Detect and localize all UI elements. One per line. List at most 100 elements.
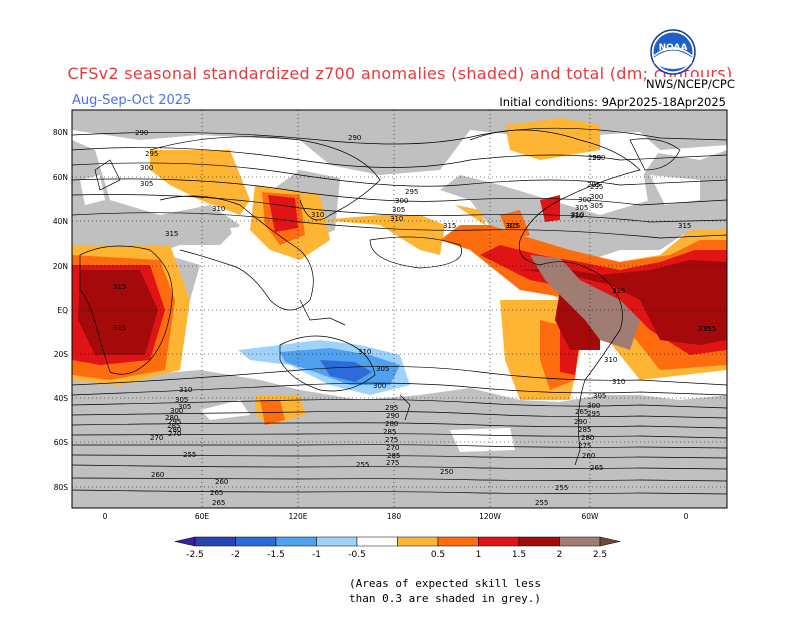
contour-label: 305 (140, 180, 153, 188)
contour-label: 315 (505, 222, 518, 230)
contour-label: 270 (386, 444, 399, 452)
skill-note-line: (Areas of expected skill less (349, 577, 542, 590)
contour-label: 290 (135, 129, 148, 137)
contour-label: 300 (587, 402, 600, 410)
colorbar-swatch (559, 536, 601, 547)
contour-label: 275 (386, 459, 399, 467)
contour-label: 255 (535, 499, 548, 507)
contour-label: 310 (358, 348, 371, 356)
skill-note: (Areas of expected skill less than 0.3 a… (349, 576, 541, 606)
colorbar-tick-label: -0.5 (348, 550, 366, 560)
contour-label: 310 (571, 211, 584, 219)
contour-labels: 290 290 295 300 305 310 315 315 290 295 … (113, 129, 716, 507)
contour-label: 250 (440, 468, 453, 476)
contour-label: 315 (507, 222, 520, 230)
colorbar-tick-label: 2 (557, 550, 563, 560)
contour-label: 285 (383, 428, 396, 436)
colorbar-arrow-right (599, 536, 621, 547)
lon-label: 120W (479, 512, 501, 521)
contour-label: 300 (395, 197, 408, 205)
contour-label: 290 (588, 154, 601, 162)
contour-label: 260 (582, 452, 595, 460)
contour-label: 290 (386, 412, 399, 420)
height-contours (72, 127, 727, 495)
colorbar-swatch (356, 536, 398, 547)
contour-label: 295 (587, 181, 600, 189)
contour-label: 260 (151, 471, 164, 479)
lat-label: 80S (54, 483, 69, 492)
contour-label: 265 (210, 489, 223, 497)
lat-label: 80N (53, 128, 68, 137)
colorbar-tick-label: 0.5 (431, 550, 445, 560)
map-frame (71, 109, 728, 509)
colorbar-swatch (235, 536, 277, 547)
contour-label: 305 (392, 206, 405, 214)
lon-label: 60W (582, 512, 600, 521)
contour-label: 300 (373, 382, 386, 390)
colorbar-tick-label: 1.5 (512, 550, 526, 560)
forecast-period: Aug-Sep-Oct 2025 (72, 93, 192, 108)
colorbar-swatch (316, 536, 358, 547)
anomaly-2 (78, 260, 727, 355)
contour-label: 280 (385, 420, 398, 428)
lat-label: 40N (53, 217, 68, 226)
contour-label: 305 (376, 365, 389, 373)
contour-label: 305 (175, 396, 188, 404)
contour-label: 305 (575, 204, 588, 212)
contour-label: 315 (703, 325, 716, 333)
colorbar-tick-label: 2.5 (593, 550, 607, 560)
contour-label: 265 (212, 499, 225, 507)
contour-label: 255 (183, 451, 196, 459)
contour-label: 310 (612, 378, 625, 386)
lon-label: 0 (684, 512, 689, 521)
contour-label: 300 (170, 407, 183, 415)
latitude-labels: 80N 60N 40N 20N EQ 20S 40S 60S 80S (53, 128, 68, 492)
contour-label: 295 (385, 404, 398, 412)
contour-label: 315 (698, 325, 711, 333)
longitude-labels: 0 60E 120E 180 120W 60W 0 (103, 512, 689, 521)
logo-text: NOAA (659, 43, 688, 53)
contour-label: 310 (604, 356, 617, 364)
skill-white-patches (80, 132, 700, 452)
contour-label: 315 (113, 283, 126, 291)
contour-label: 300 (590, 193, 603, 201)
contour-label: 310 (179, 386, 192, 394)
contour-label: 310 (212, 205, 225, 213)
contour-label: 285 (167, 422, 180, 430)
contour-label: 295 (587, 410, 600, 418)
contour-label: 295 (405, 188, 418, 196)
contour-label: 285 (387, 452, 400, 460)
contour-label: 290 (348, 134, 361, 142)
colorbar-tick-label: -2 (231, 550, 240, 560)
contour-label: 275 (578, 442, 591, 450)
lon-label: 180 (387, 512, 402, 521)
colorbar-swatch (397, 536, 439, 547)
contour-label: 280 (165, 414, 178, 422)
colorbar-tick-label: 1 (476, 550, 482, 560)
contour-label: 265 (590, 464, 603, 472)
contour-label: 295 (590, 183, 603, 191)
contour-label: 295 (168, 418, 181, 426)
contour-label: 275 (385, 436, 398, 444)
initial-conditions: Initial conditions: 9Apr2025-18Apr2025 (499, 95, 726, 109)
colorbar-arrow-left (174, 536, 196, 547)
colorbar-swatch (275, 536, 317, 547)
lat-label: 60N (53, 173, 68, 182)
contour-label: 270 (168, 430, 181, 438)
lat-label: 40S (54, 394, 69, 403)
lat-label: 60S (54, 438, 69, 447)
contour-label: 285 (578, 426, 591, 434)
colorbar-swatch (194, 536, 236, 547)
map-title: CFSv2 seasonal standardized z700 anomali… (67, 64, 733, 83)
contour-label: 315 (678, 222, 691, 230)
noaa-logo-icon: NOAA (650, 29, 696, 75)
contour-label: 315 (165, 230, 178, 238)
contour-label: 295 (145, 150, 158, 158)
contour-label: 255 (356, 461, 369, 469)
colorbar-tick-label: -1.5 (267, 550, 285, 560)
lat-label: 20S (54, 350, 69, 359)
colorbar-tick-label: -2.5 (186, 550, 204, 560)
colorbar-swatch (478, 536, 520, 547)
contour-label: 305 (593, 392, 606, 400)
